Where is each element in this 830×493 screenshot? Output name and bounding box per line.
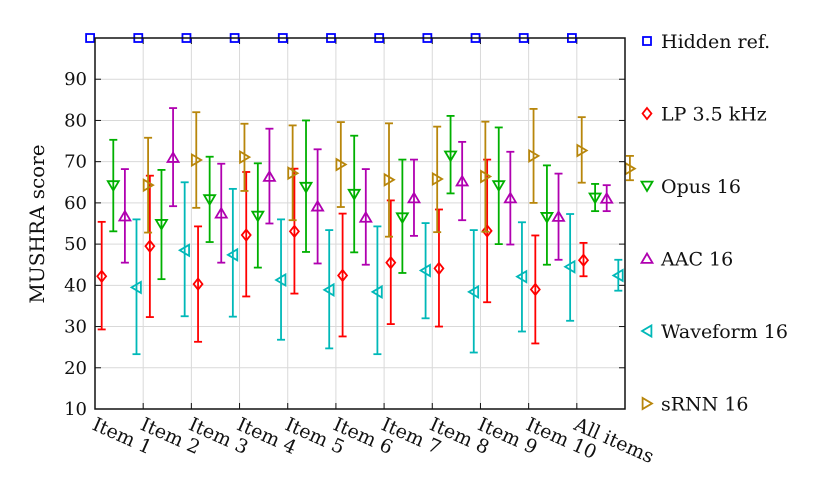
legend-item: AAC 16 xyxy=(639,249,733,271)
legend-item: Waveform 16 xyxy=(640,321,788,343)
y-tick-label: 30 xyxy=(64,317,87,338)
data-point-marker xyxy=(395,212,410,225)
data-point-marker xyxy=(129,280,142,295)
data-point-marker xyxy=(335,157,348,172)
series-aac-16 xyxy=(117,107,614,266)
data-point-marker xyxy=(577,253,590,268)
data-point-marker xyxy=(418,263,431,278)
data-point-marker xyxy=(551,209,566,222)
legend-item: LP 3.5 kHz xyxy=(641,104,767,126)
data-point-marker xyxy=(96,269,108,284)
y-tick-label: 20 xyxy=(64,358,87,379)
data-point-marker xyxy=(383,172,396,187)
legend-item: sRNN 16 xyxy=(641,394,749,416)
data-point-marker xyxy=(641,396,654,411)
data-point-marker xyxy=(563,259,576,274)
data-point-marker xyxy=(240,228,252,242)
series-waveform-16 xyxy=(129,181,624,356)
data-point-marker xyxy=(202,194,217,207)
data-point-marker xyxy=(226,247,239,262)
data-point-marker xyxy=(611,268,624,283)
legend-label: Hidden ref. xyxy=(661,31,770,53)
series-lp-3-5-khz xyxy=(96,158,590,345)
data-point-marker xyxy=(491,180,506,193)
data-point-marker xyxy=(287,166,300,181)
data-point-marker xyxy=(192,277,204,292)
legend-label: Waveform 16 xyxy=(661,321,788,343)
data-point-marker xyxy=(165,150,181,163)
data-point-marker xyxy=(239,150,252,165)
legend-label: sRNN 16 xyxy=(661,394,749,416)
data-point-marker xyxy=(588,192,603,205)
legend-item: Hidden ref. xyxy=(642,31,770,53)
y-tick-label: 80 xyxy=(64,110,87,131)
legend: Hidden ref. LP 3.5 kHz Opus 16 AAC 16 Wavefo… xyxy=(639,31,788,416)
data-point-marker xyxy=(106,180,121,193)
data-point-marker xyxy=(370,284,383,300)
legend-label: AAC 16 xyxy=(660,249,733,271)
data-point-marker xyxy=(274,272,287,288)
data-point-marker xyxy=(117,209,132,222)
data-point-marker xyxy=(322,282,335,297)
data-point-marker xyxy=(529,282,541,297)
data-point-marker xyxy=(599,191,614,204)
data-point-marker xyxy=(144,239,156,254)
data-point-marker xyxy=(443,150,458,163)
data-point-marker xyxy=(190,152,203,168)
y-tick-label: 70 xyxy=(64,152,87,173)
legend-item: Opus 16 xyxy=(639,176,741,198)
data-point-marker xyxy=(288,224,300,239)
data-point-marker xyxy=(85,33,95,43)
y-tick-label: 10 xyxy=(64,399,87,420)
data-point-marker xyxy=(639,251,655,264)
data-point-marker xyxy=(467,284,480,300)
data-point-marker xyxy=(576,143,589,158)
data-point-marker xyxy=(310,199,325,212)
data-point-marker xyxy=(528,148,541,163)
y-tick-label: 60 xyxy=(64,193,87,214)
data-point-marker xyxy=(406,191,422,204)
data-point-marker xyxy=(337,268,349,283)
legend-label: Opus 16 xyxy=(661,176,741,198)
y-tick-label: 90 xyxy=(64,69,87,90)
y-axis-label: MUSHRA score xyxy=(25,144,49,303)
series-srnn-16 xyxy=(142,108,637,238)
data-series xyxy=(85,33,637,356)
data-point-marker xyxy=(142,178,155,193)
y-axis-ticks: 10 20 30 40 50 60 70 80 90 xyxy=(64,69,625,420)
y-tick-label: 50 xyxy=(64,234,87,255)
data-point-marker xyxy=(539,212,555,225)
data-point-marker xyxy=(642,36,652,46)
data-point-marker xyxy=(639,180,655,193)
data-point-marker xyxy=(358,210,373,223)
data-point-marker xyxy=(154,219,169,232)
data-point-marker xyxy=(262,169,277,182)
plot-frame xyxy=(94,37,626,410)
grid-lines xyxy=(95,38,625,410)
data-point-marker xyxy=(503,191,518,204)
data-point-marker xyxy=(481,223,493,238)
data-point-marker xyxy=(347,188,362,201)
data-point-marker xyxy=(431,171,444,187)
data-point-marker xyxy=(480,169,493,184)
series-opus-16 xyxy=(106,115,603,281)
data-point-marker xyxy=(641,106,653,121)
y-tick-label: 40 xyxy=(64,275,87,296)
data-point-marker xyxy=(298,181,314,194)
data-point-marker xyxy=(385,255,397,270)
data-point-marker xyxy=(433,261,445,276)
data-point-marker xyxy=(455,174,470,187)
data-point-marker xyxy=(250,210,265,223)
data-point-marker xyxy=(177,243,190,258)
data-point-marker xyxy=(640,323,653,339)
data-point-marker xyxy=(214,206,229,219)
legend-label: LP 3.5 kHz xyxy=(661,104,767,126)
data-point-marker xyxy=(515,269,528,284)
